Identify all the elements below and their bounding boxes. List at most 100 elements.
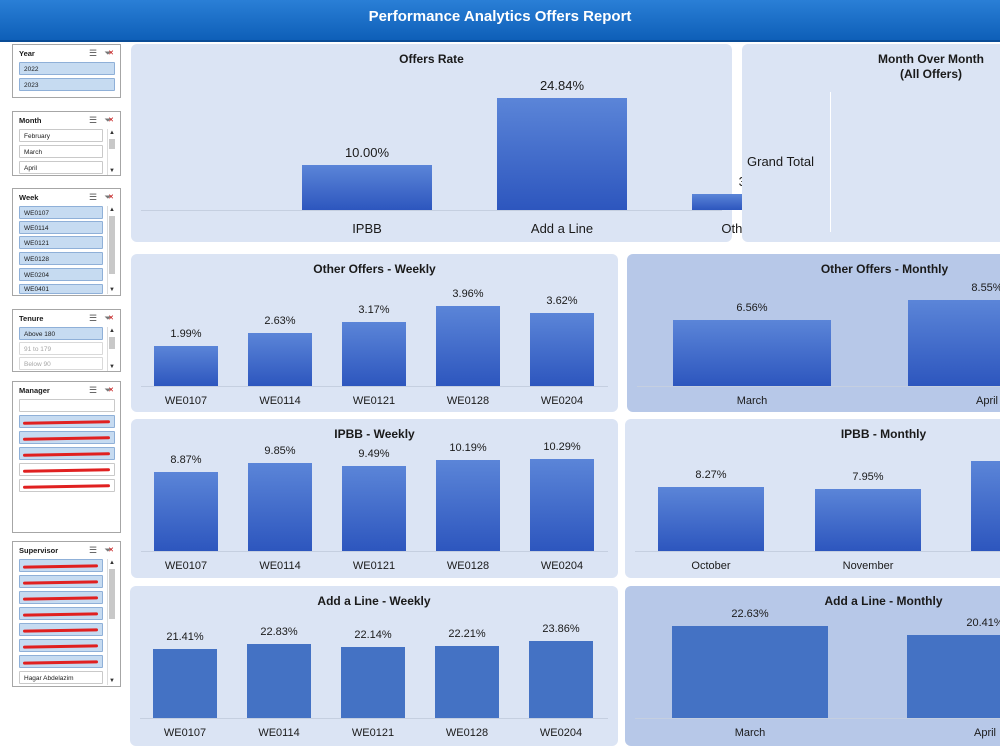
category-label: WE0204 xyxy=(539,727,583,739)
slicer-item-supervisor-redacted[interactable] xyxy=(19,623,103,636)
category-label: April xyxy=(973,727,996,739)
slicer-item-manager-redacted[interactable] xyxy=(19,431,115,444)
slicer-item-supervisor-redacted[interactable] xyxy=(19,559,103,572)
panel-title: Add a Line - Monthly xyxy=(824,594,943,608)
scroll-up-icon[interactable]: ▲ xyxy=(109,560,115,566)
slicer-item-supervisor-redacted[interactable] xyxy=(19,607,103,620)
data-label: 2.63% xyxy=(264,315,296,327)
month-over-month-panel: Month Over Month (All Offers) Grand Tota… xyxy=(742,44,1000,242)
slicer-header: Manager ☰ ⏷ ✕ xyxy=(17,384,116,398)
chart-bar xyxy=(436,306,500,386)
slicer-item-manager-redacted[interactable] xyxy=(19,479,115,492)
slicer-item-manager-redacted[interactable] xyxy=(19,463,115,476)
slicer-item-we0107[interactable]: WE0107 xyxy=(19,206,103,219)
clear-filter-icon[interactable]: ⏷ ✕ xyxy=(104,313,114,323)
multi-select-icon[interactable]: ☰ xyxy=(88,385,98,395)
slicer-item-above-180[interactable]: Above 180 xyxy=(19,327,103,340)
data-label: 23.86% xyxy=(542,623,580,635)
chart-bar xyxy=(673,320,831,386)
clear-filter-icon[interactable]: ⏷ ✕ xyxy=(104,545,114,555)
slicer-header: Year ☰ ⏷ ✕ xyxy=(17,47,116,61)
scroll-down-icon[interactable]: ▼ xyxy=(109,678,115,684)
slicer-item-2023[interactable]: 2023 xyxy=(19,78,115,91)
week-slicer: Week ☰ ⏷ ✕ WE0107 WE0114 WE0121 WE0128 WE… xyxy=(12,188,121,296)
scroll-down-icon[interactable]: ▼ xyxy=(109,287,115,293)
scroll-down-icon[interactable]: ▼ xyxy=(109,364,115,370)
clear-filter-icon[interactable]: ⏷ ✕ xyxy=(104,192,114,202)
category-label: WE0107 xyxy=(164,395,208,407)
clear-filter-icon[interactable]: ⏷ ✕ xyxy=(104,385,114,395)
slicer-item-march[interactable]: March xyxy=(19,145,103,158)
data-label: 22.83% xyxy=(260,626,298,638)
scroll-thumb[interactable] xyxy=(109,569,115,619)
scroll-up-icon[interactable]: ▲ xyxy=(109,130,115,136)
slicer-item-supervisor-redacted[interactable] xyxy=(19,591,103,604)
slicer-item-hagar-abdelazim[interactable]: Hagar Abdelazim xyxy=(19,671,103,684)
slicer-item-manager[interactable] xyxy=(19,399,115,412)
chart-baseline xyxy=(141,210,722,211)
scroll-up-icon[interactable]: ▲ xyxy=(109,207,115,213)
slicer-item-february[interactable]: February xyxy=(19,129,103,142)
slicer-item-supervisor-redacted[interactable] xyxy=(19,639,103,652)
slicer-item-we0401[interactable]: WE0401 xyxy=(19,284,103,294)
multi-select-icon[interactable]: ☰ xyxy=(88,48,98,58)
data-label: 22.21% xyxy=(448,628,486,640)
scroll-thumb[interactable] xyxy=(109,139,115,149)
multi-select-icon[interactable]: ☰ xyxy=(88,313,98,323)
slicer-item-supervisor-redacted[interactable] xyxy=(19,655,103,668)
data-label: 9.49% xyxy=(358,448,390,460)
grand-total-label: Grand Total xyxy=(747,154,814,169)
month-scrollbar[interactable]: ▲ ▼ xyxy=(107,129,115,175)
week-scrollbar[interactable]: ▲ ▼ xyxy=(107,206,115,294)
slicer-item-91-to-179[interactable]: 91 to 179 xyxy=(19,342,103,355)
chart-baseline xyxy=(141,551,608,552)
chart-bar xyxy=(529,641,593,718)
category-label: WE0204 xyxy=(540,395,584,407)
category-label: WE0107 xyxy=(163,727,207,739)
scroll-thumb[interactable] xyxy=(109,337,115,349)
data-label: 3.96% xyxy=(452,288,484,300)
category-label: IPBB xyxy=(352,221,382,236)
category-label: WE0128 xyxy=(445,727,489,739)
category-label: April xyxy=(975,395,998,407)
slicer-item-below-90[interactable]: Below 90 xyxy=(19,357,103,370)
scroll-up-icon[interactable]: ▲ xyxy=(109,328,115,334)
slicer-item-manager-redacted[interactable] xyxy=(19,447,115,460)
chart-baseline xyxy=(637,386,1000,387)
tenure-scrollbar[interactable]: ▲ ▼ xyxy=(107,327,115,371)
slicer-title: Month xyxy=(19,116,42,125)
slicer-item-manager-redacted[interactable] xyxy=(19,415,115,428)
chart-bar xyxy=(247,644,311,718)
scroll-thumb[interactable] xyxy=(109,216,115,274)
category-label: WE0128 xyxy=(446,395,490,407)
multi-select-icon[interactable]: ☰ xyxy=(88,545,98,555)
multi-select-icon[interactable]: ☰ xyxy=(88,115,98,125)
slicer-item-we0128[interactable]: WE0128 xyxy=(19,252,103,265)
slicer-title: Manager xyxy=(19,386,50,395)
chart-bar xyxy=(497,98,627,210)
data-label: 22.14% xyxy=(354,629,392,641)
slicer-item-we0204[interactable]: WE0204 xyxy=(19,268,103,281)
category-label: Add a Line xyxy=(530,221,594,236)
slicer-item-we0121[interactable]: WE0121 xyxy=(19,236,103,249)
multi-select-icon[interactable]: ☰ xyxy=(88,192,98,202)
category-label: March xyxy=(734,727,766,739)
data-label: 8.27% xyxy=(695,469,727,481)
chart-baseline xyxy=(635,718,1000,719)
add-a-line-weekly-panel: Add a Line - Weekly 21.41% WE0107 22.83% WE… xyxy=(130,586,618,746)
slicer-item-supervisor-redacted[interactable] xyxy=(19,575,103,588)
slicer-item-2022[interactable]: 2022 xyxy=(19,62,115,75)
category-label: WE0107 xyxy=(164,560,208,572)
month-slicer: Month ☰ ⏷ ✕ February March April ▲ ▼ xyxy=(12,111,121,176)
clear-filter-icon[interactable]: ⏷ ✕ xyxy=(104,115,114,125)
category-label: WE0204 xyxy=(540,560,584,572)
supervisor-scrollbar[interactable]: ▲ ▼ xyxy=(107,559,115,685)
ipbb-monthly-panel: IPBB - Monthly 8.27% October 7.95% November xyxy=(625,419,1000,578)
category-label: November xyxy=(842,560,894,572)
slicer-item-april[interactable]: April xyxy=(19,161,103,174)
slicer-item-we0114[interactable]: WE0114 xyxy=(19,221,103,234)
data-label: 8.55% xyxy=(971,282,1000,294)
scroll-down-icon[interactable]: ▼ xyxy=(109,168,115,174)
clear-filter-icon[interactable]: ⏷ ✕ xyxy=(104,48,114,58)
